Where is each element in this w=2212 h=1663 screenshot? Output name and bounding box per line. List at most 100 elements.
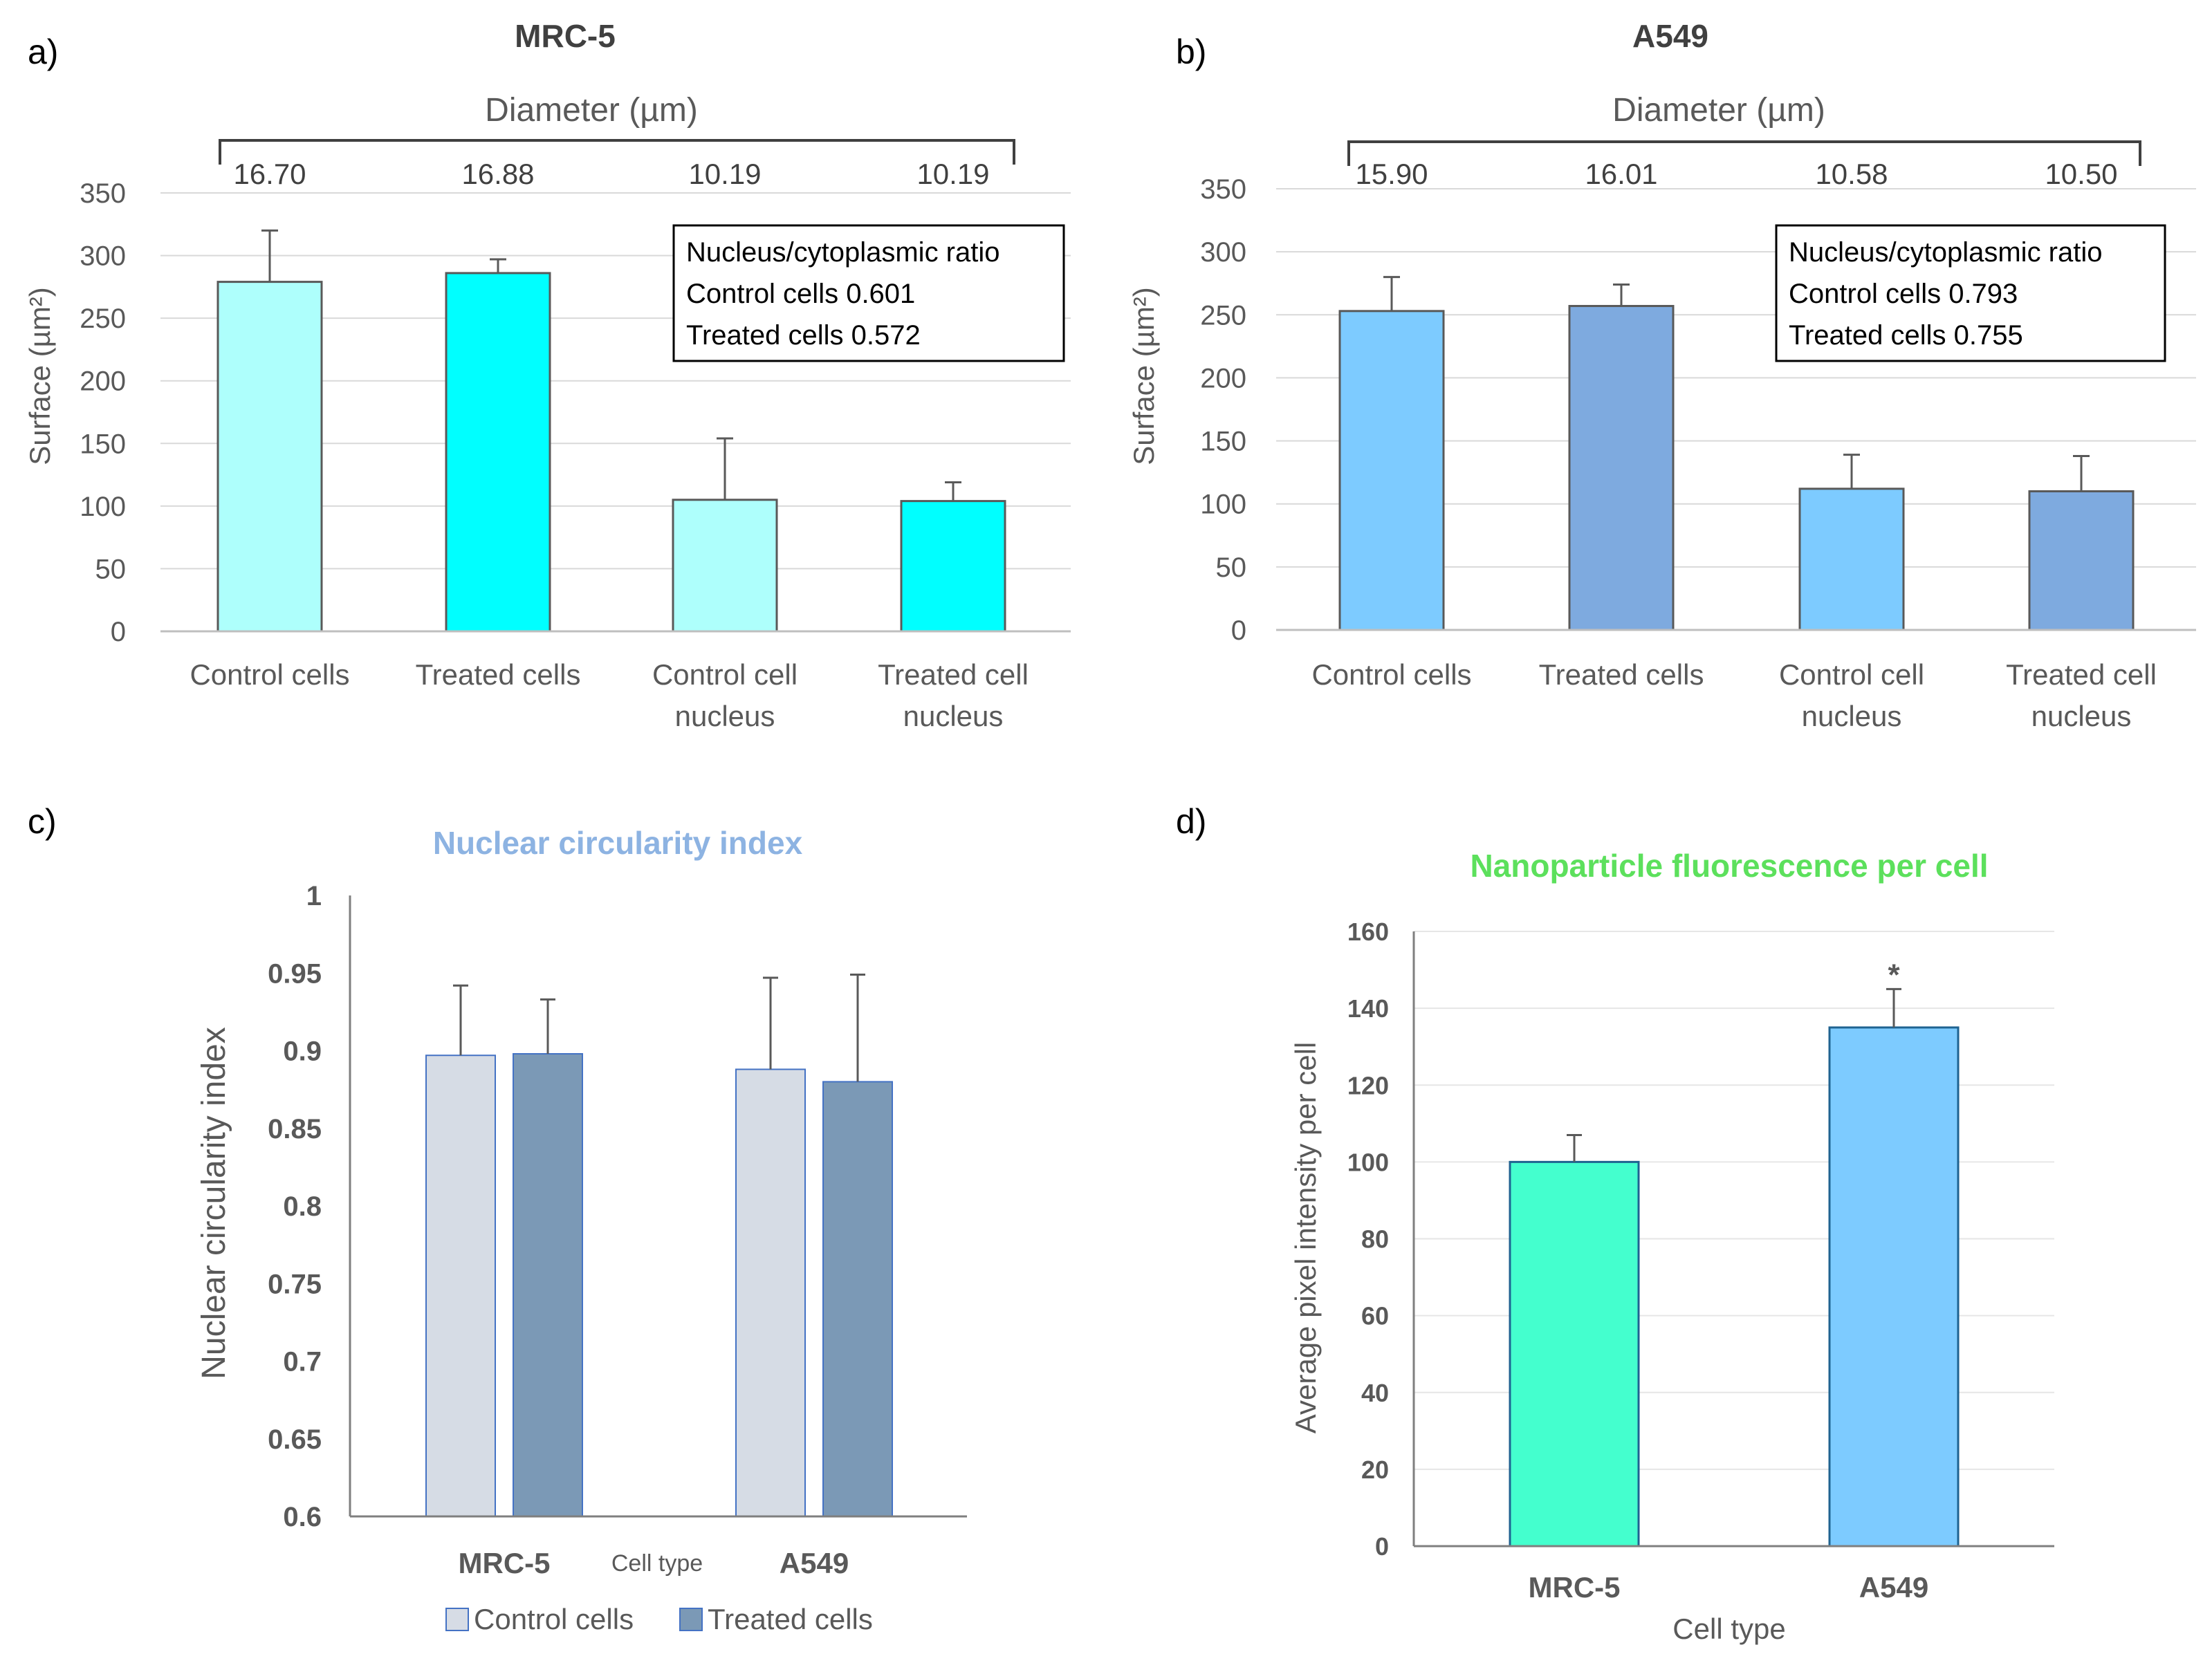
panel-d-y-ticks: 0 20 40 60 80 100 120 140 160: [1347, 918, 1389, 1561]
panel-d-category-labels: MRC-5 A549: [1529, 1571, 1929, 1604]
y-tick-label: 300: [80, 241, 126, 272]
y-tick-label: 0: [1231, 615, 1246, 646]
y-tick-label: 150: [1200, 427, 1246, 457]
panel-a-ratio-box: [672, 224, 1065, 362]
y-tick-label: 0.65: [268, 1424, 322, 1455]
error-bar: [763, 976, 778, 1070]
diameter-value: 16.01: [1585, 158, 1657, 190]
panel-a-y-ticks: 0 50 100 150 200 250 300 350: [80, 178, 126, 647]
category-label: Control cell: [1779, 658, 1924, 691]
panel-b-y-axis-label: Surface (µm²): [1127, 287, 1160, 465]
panel-c-error-bars: [453, 973, 865, 1082]
y-tick-label: 200: [1200, 363, 1246, 393]
bar: [735, 1068, 806, 1517]
panel-d-annotations: *: [1888, 958, 1900, 992]
y-tick-label: 50: [1216, 552, 1247, 583]
error-bar: [1886, 987, 1901, 1028]
y-tick-label: 0: [1375, 1532, 1389, 1561]
y-tick-label: 0.8: [283, 1191, 322, 1222]
panel-a-diameter-label: Diameter (µm): [485, 92, 698, 129]
panel-a-category-labels: Control cells Treated cells Control cell nu…: [190, 658, 1028, 732]
panel-b-diameter-label: Diameter (µm): [1612, 92, 1825, 129]
category-label: A549: [1859, 1571, 1928, 1604]
error-bar: [1843, 454, 1860, 489]
bar: [900, 500, 1006, 633]
y-tick-label: 50: [95, 554, 127, 584]
category-label: A549: [780, 1547, 849, 1579]
panel-a-diameter-bracket: [219, 139, 1015, 165]
panel-c-label: c): [28, 802, 57, 841]
panel-d-label: d): [1176, 802, 1206, 841]
diameter-value: 10.58: [1815, 158, 1888, 190]
panel-a-ratio-control: Control cells 0.601: [686, 279, 915, 309]
category-label: nucleus: [903, 700, 1004, 732]
y-tick-label: 20: [1361, 1456, 1389, 1484]
y-tick-label: 350: [1200, 174, 1246, 205]
panel-b: b) A549 Diameter (µm) 15.90 16.01 10.58 10.…: [1127, 18, 2196, 732]
bar: [1828, 1026, 1960, 1548]
panel-c-y-ticks: 0.6 0.65 0.7 0.75 0.8 0.85 0.9 0.95 1: [268, 881, 322, 1532]
panel-d: d) Nanoparticle fluorescence per cell 0 2…: [1176, 802, 2054, 1645]
error-bar: [490, 258, 506, 273]
panel-c-category-labels: MRC-5 A549: [459, 1547, 849, 1579]
panel-b-error-bars: [1383, 276, 2090, 492]
category-label: nucleus: [2031, 700, 2132, 732]
error-bar: [261, 229, 278, 282]
bar: [1568, 305, 1675, 631]
bar: [216, 281, 323, 633]
y-tick-label: 160: [1347, 918, 1389, 946]
panel-a-label: a): [28, 32, 58, 71]
category-label: Control cells: [1311, 658, 1471, 691]
panel-b-ratio-box: [1775, 224, 2166, 362]
diameter-value: 10.50: [2045, 158, 2117, 190]
y-tick-label: 0.75: [268, 1269, 322, 1299]
error-bar: [540, 998, 555, 1054]
panel-b-ratio-title: Nucleus/cytoplasmic ratio: [1789, 237, 2103, 268]
y-tick-label: 60: [1361, 1302, 1389, 1330]
panel-b-category-labels: Control cells Treated cells Control cell nu…: [1311, 658, 2156, 732]
panel-a-error-bars: [261, 229, 961, 501]
category-label: nucleus: [1802, 700, 1902, 732]
bar: [425, 1055, 496, 1517]
diameter-value: 16.70: [233, 158, 306, 190]
panel-b-y-ticks: 0 50 100 150 200 250 300 350: [1200, 174, 1246, 646]
y-tick-label: 150: [80, 429, 126, 459]
legend-swatch-control: [445, 1608, 469, 1631]
bar: [2028, 490, 2135, 631]
diameter-value: 16.88: [461, 158, 534, 190]
panel-c-title: Nuclear circularity index: [433, 825, 803, 861]
panel-c-y-axis-label: Nuclear circularity index: [196, 1027, 232, 1379]
y-tick-label: 250: [1200, 300, 1246, 331]
panel-a-y-axis-label: Surface (µm²): [24, 287, 56, 465]
bar: [1338, 310, 1445, 631]
panel-d-y-axis-label: Average pixel intensity per cell: [1289, 1042, 1322, 1434]
y-tick-label: 0.7: [283, 1347, 322, 1377]
bar: [1798, 487, 1905, 631]
panel-c-legend: Control cells Treated cells: [445, 1603, 873, 1635]
panel-a: a) MRC-5 Diameter (µm) 16.70 16.88 10.19 10…: [24, 18, 1071, 732]
y-tick-label: 140: [1347, 994, 1389, 1023]
bar: [1509, 1160, 1640, 1548]
y-tick-label: 350: [80, 178, 126, 209]
error-bar: [1613, 284, 1630, 306]
panel-d-title: Nanoparticle fluorescence per cell: [1470, 848, 1988, 884]
y-tick-label: 200: [80, 366, 126, 397]
panel-b-bars: [1338, 305, 2135, 631]
error-bar: [945, 481, 961, 501]
legend-label-control: Control cells: [474, 1603, 634, 1635]
error-bar: [1383, 276, 1400, 311]
panel-c-bars: [425, 1052, 893, 1517]
panel-b-title: A549: [1632, 18, 1708, 54]
significance-annotation: *: [1888, 958, 1900, 992]
category-label: Treated cell: [878, 658, 1029, 691]
legend-item-control: Control cells: [445, 1603, 634, 1635]
y-tick-label: 0.6: [283, 1502, 322, 1532]
diameter-value: 15.90: [1355, 158, 1428, 190]
panel-a-diameters: 16.70 16.88 10.19 10.19: [233, 158, 989, 190]
y-tick-label: 40: [1361, 1379, 1389, 1407]
bar: [445, 272, 551, 633]
category-label: MRC-5: [459, 1547, 551, 1579]
category-label: MRC-5: [1529, 1571, 1621, 1604]
diameter-value: 10.19: [916, 158, 989, 190]
